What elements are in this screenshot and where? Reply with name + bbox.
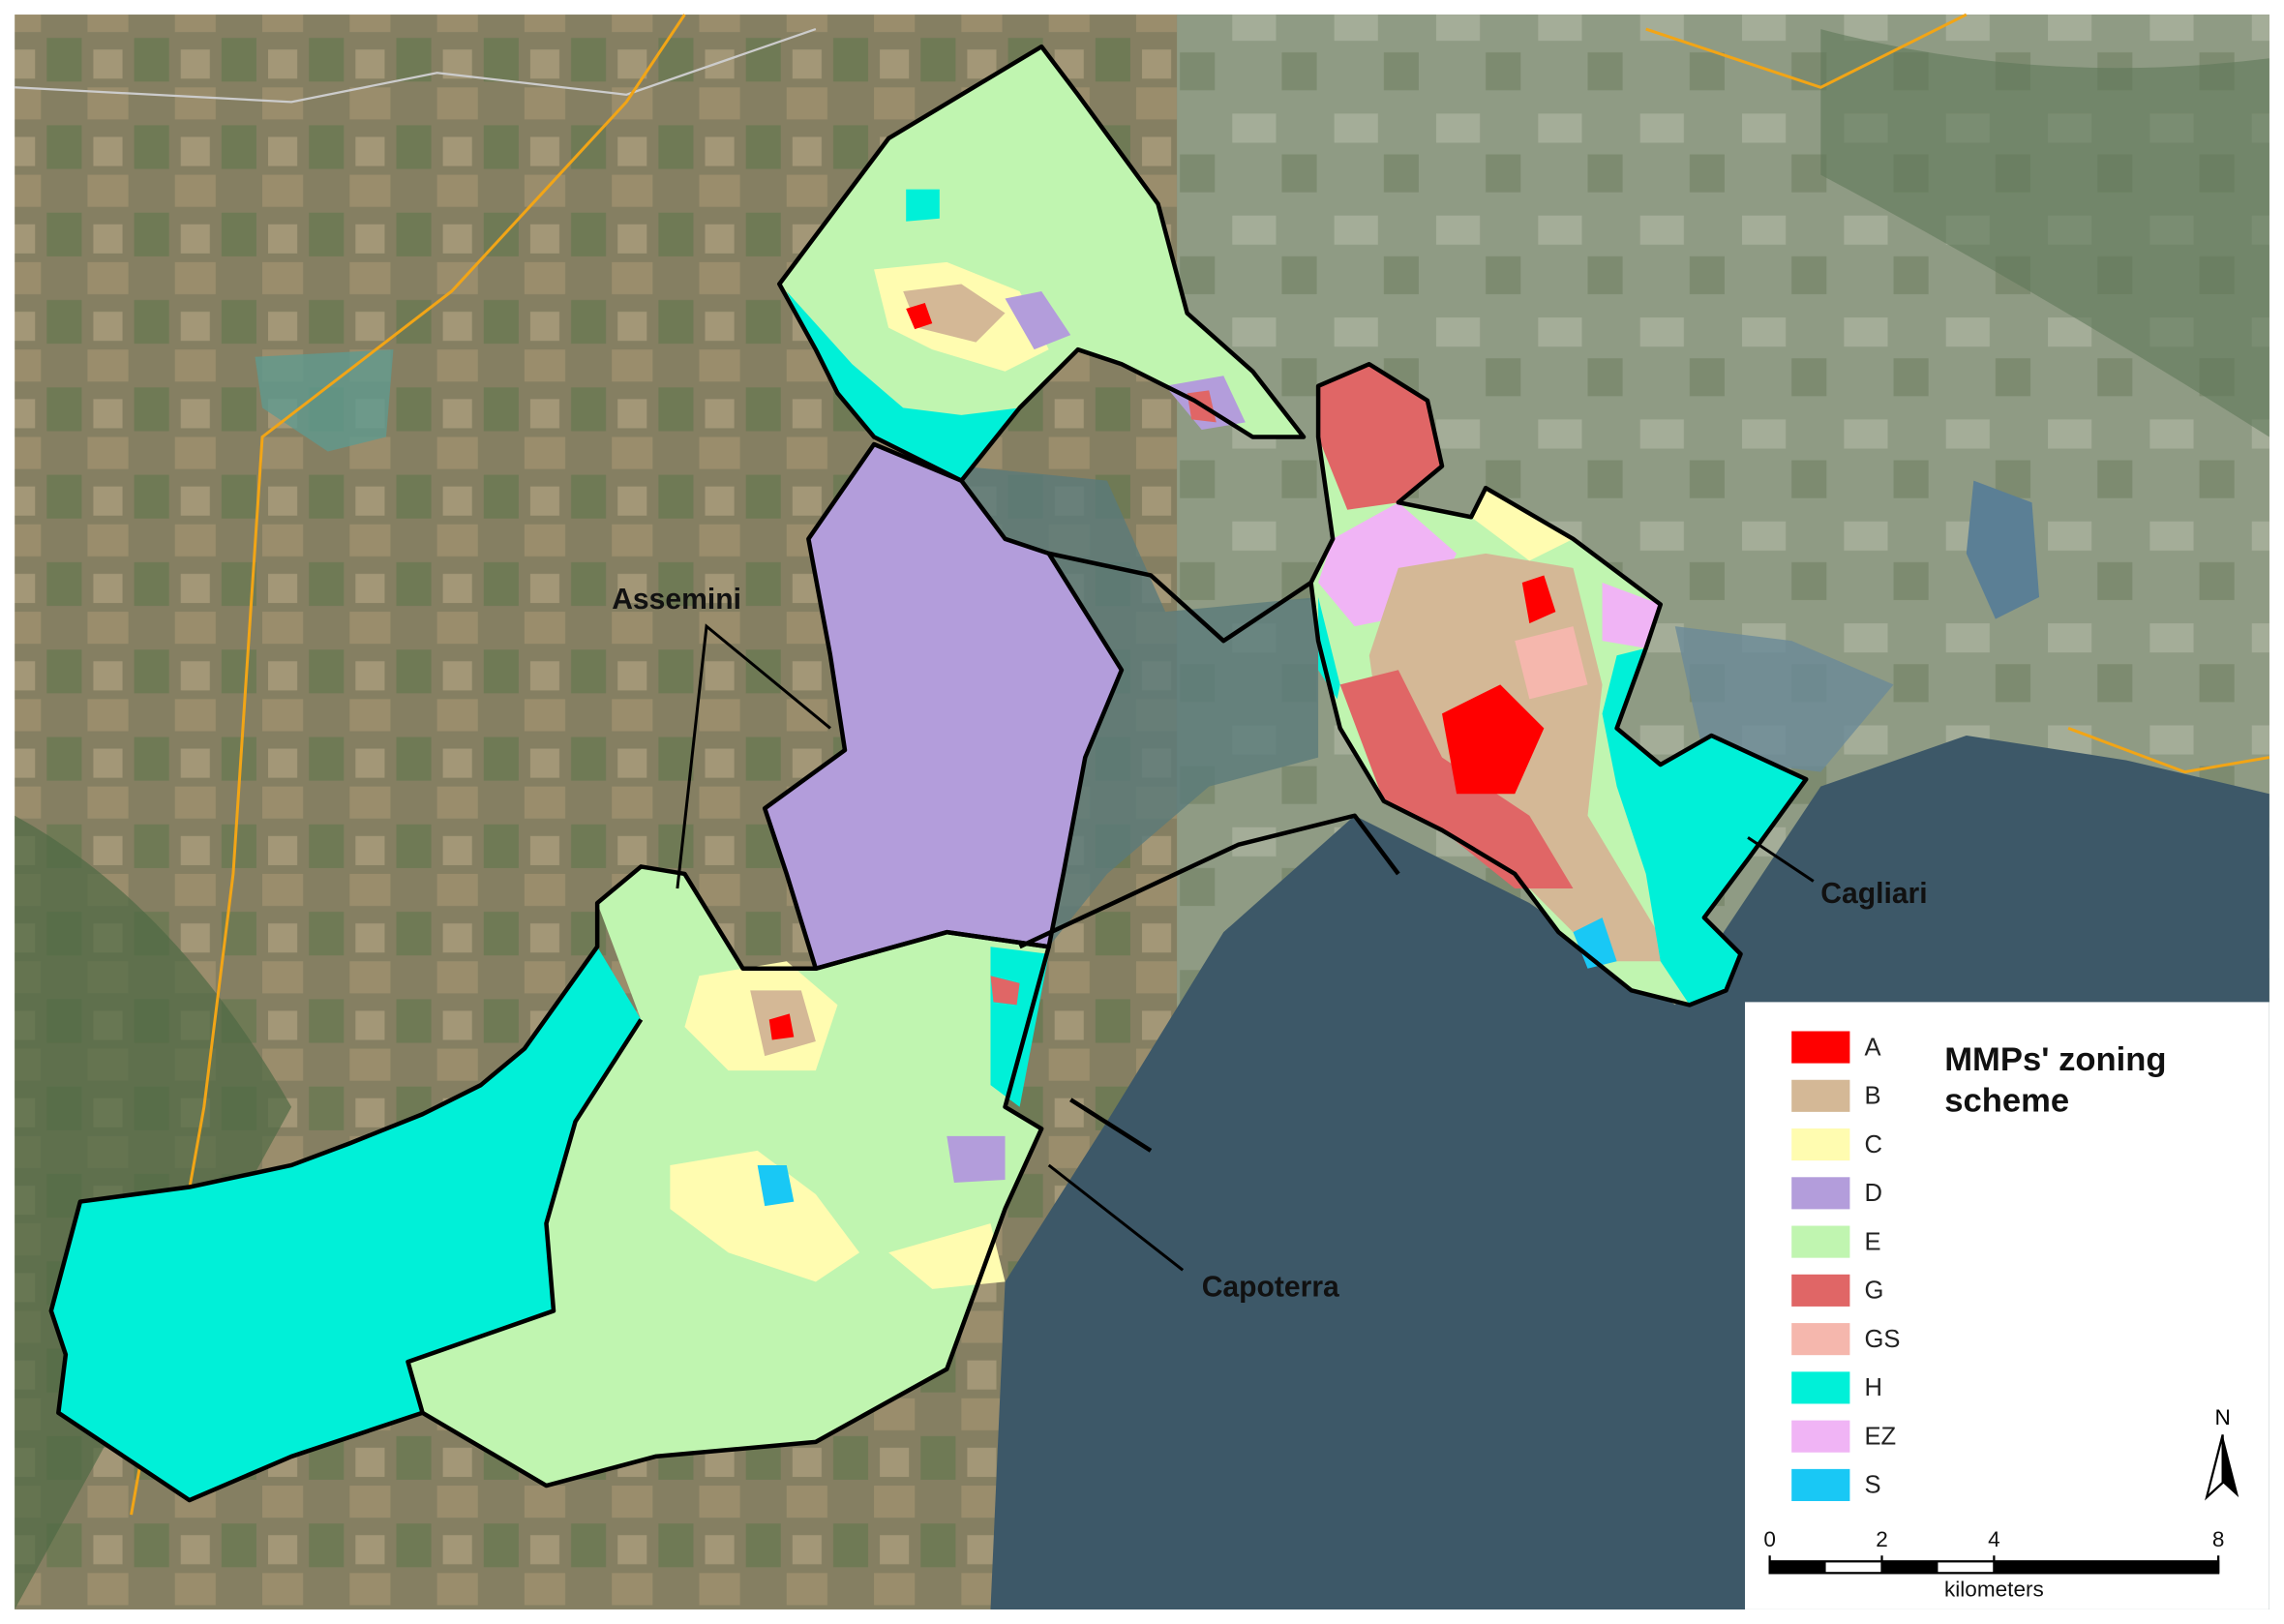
zone-area (906, 189, 940, 222)
zone-area (1318, 364, 1443, 510)
north-label: N (2215, 1405, 2231, 1429)
legend-label: G (1864, 1278, 1883, 1305)
legend-label: D (1864, 1180, 1881, 1207)
harbour-pier (1069, 1098, 1153, 1153)
zone-area (1442, 684, 1545, 795)
north-arrow: N (2205, 1405, 2239, 1501)
harbour-pier (1018, 813, 1400, 949)
zone-area (779, 46, 1305, 481)
zone-area (765, 444, 1122, 969)
zone-area (670, 1150, 860, 1282)
legend-swatch (1791, 1371, 1850, 1404)
zone-area (1318, 597, 1340, 700)
municipal-border (1308, 361, 1809, 1007)
legend-swatch (1791, 1225, 1850, 1258)
legend-swatch (1791, 1274, 1850, 1307)
legend-label: EZ (1864, 1423, 1896, 1450)
zone-area (947, 1135, 1006, 1184)
legend-swatch (1791, 1128, 1850, 1161)
boundary-line (1645, 13, 2270, 774)
legend-swatch (1791, 1177, 1850, 1210)
leader-line (676, 623, 831, 889)
zone-area (1005, 290, 1071, 350)
zone-area (1573, 917, 1617, 969)
zone-area (757, 1164, 795, 1207)
hills (1820, 29, 2269, 437)
scale-bar: 0 2 4 8 kilometers (1763, 1527, 2224, 1601)
zone-area (786, 290, 1020, 481)
legend-swatch (1791, 1323, 1850, 1356)
place-label: Assemini (612, 584, 741, 616)
leader-line (1047, 1163, 1185, 1272)
scale-bar-segment (1994, 1561, 2219, 1574)
legend-swatch (1791, 1079, 1850, 1112)
municipal-border (762, 441, 1125, 972)
legend-label: H (1864, 1374, 1881, 1401)
zone-area (990, 976, 1020, 1006)
legend-label: GS (1864, 1326, 1900, 1353)
zone-area (1515, 626, 1588, 700)
zone-area (903, 284, 1006, 343)
zone-area (768, 1013, 795, 1040)
municipal-border (406, 1018, 644, 1414)
legend-label: C (1864, 1131, 1881, 1158)
scale-tick-label: 2 (1876, 1527, 1888, 1551)
legend-title-box: MMPs' zoning scheme (1944, 1039, 2167, 1119)
scale-tick-label: 4 (1988, 1527, 2000, 1551)
legend-swatch (1791, 1420, 1850, 1453)
scale-tick-label: 8 (2212, 1527, 2225, 1551)
scale-tick-label: 0 (1763, 1527, 1776, 1551)
legend-label: E (1864, 1228, 1880, 1255)
legend-label: A (1864, 1034, 1881, 1061)
boundary-line (130, 14, 686, 1516)
legend-swatch (1791, 1031, 1850, 1064)
road (15, 28, 817, 104)
legend-label: B (1864, 1083, 1880, 1110)
zone-area (906, 303, 933, 330)
zone-area (1521, 575, 1556, 624)
lake (1966, 480, 2040, 619)
place-label: Cagliari (1820, 878, 1927, 910)
municipal-border (1048, 551, 1312, 644)
scale-unit: kilometers (1944, 1577, 2044, 1601)
legend-title: MMPs' zoning scheme (1944, 1039, 2167, 1119)
reservoir (255, 349, 394, 452)
place-label: Capoterra (1202, 1271, 1339, 1303)
legend-label: S (1864, 1472, 1880, 1499)
zone-area (1471, 488, 1574, 561)
zone-area (888, 1223, 1006, 1289)
municipal-border (777, 44, 1307, 483)
legend-swatch (1791, 1468, 1850, 1501)
municipal-border (48, 864, 1051, 1503)
lagoon (1674, 626, 1894, 772)
zone-area (50, 947, 642, 1501)
leader-line (1747, 836, 1815, 883)
zones (50, 46, 1807, 1501)
scale-bar-segment (1881, 1561, 1938, 1574)
zone-area (1602, 647, 1807, 1006)
scale-bar-segment (1769, 1561, 1826, 1574)
